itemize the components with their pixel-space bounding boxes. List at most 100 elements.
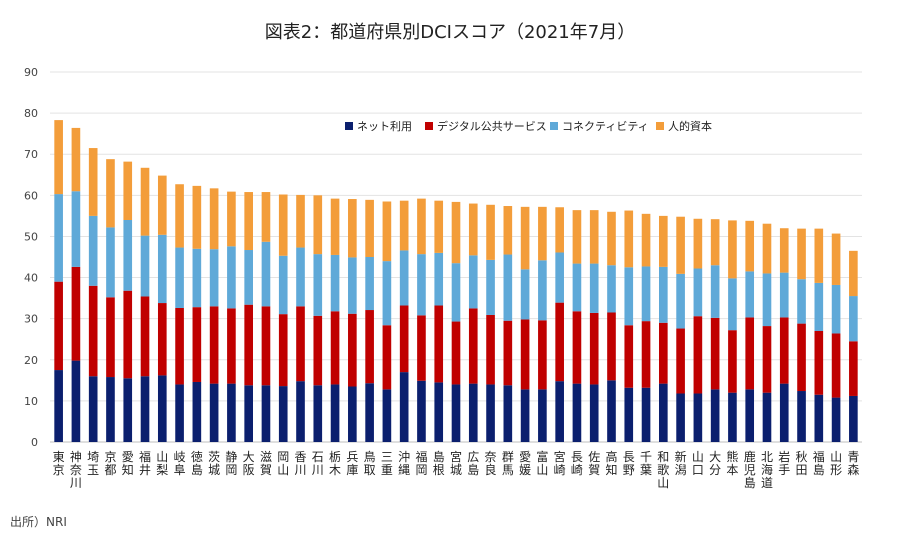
bar-segment [607, 380, 616, 442]
x-tick-label: 庫 [346, 463, 358, 477]
x-tick-label: 佐 [588, 450, 600, 464]
x-tick-label: 媛 [519, 463, 531, 477]
bar-segment [468, 255, 478, 309]
x-tick-label: 大 [709, 450, 721, 464]
bar-segment [192, 381, 202, 442]
x-tick-label: 森 [847, 462, 859, 477]
bar-segment [814, 394, 824, 442]
x-tick-label: 梨 [156, 463, 168, 477]
bar-segment [641, 266, 651, 322]
x-tick-label: 井 [139, 463, 151, 477]
bar-segment [417, 254, 426, 316]
x-tick-label: 宮 [450, 449, 462, 464]
bar-segment [296, 247, 305, 307]
bar-segment [831, 333, 841, 398]
x-tick-label: 潟 [675, 463, 687, 477]
bar-segment [365, 383, 374, 442]
bar-segment [831, 397, 841, 442]
bar-segment [572, 263, 582, 312]
bar-segment [814, 282, 824, 331]
x-tick-label: 島 [433, 449, 445, 464]
bar-segment [728, 330, 737, 393]
x-tick-label: 埼 [87, 450, 99, 464]
bar-segment [244, 304, 253, 386]
bar-segment [71, 266, 81, 361]
x-tick-label: 岩 [778, 449, 790, 464]
bar-segment [157, 375, 167, 442]
bar-segment [348, 386, 357, 442]
bar-segment [261, 241, 271, 307]
bar-segment [779, 272, 789, 318]
x-tick-label: 福 [139, 449, 151, 464]
x-tick-label: 沖 [398, 450, 410, 464]
bar-segment [244, 250, 253, 305]
x-tick-label: 城 [450, 463, 462, 477]
bar-segment [296, 194, 305, 248]
x-tick-label: 川 [295, 463, 307, 477]
bar-segment [555, 381, 564, 442]
bar-segment [797, 228, 806, 280]
legend-swatch [425, 122, 433, 130]
bar-segment [175, 384, 184, 442]
bar-segment [157, 175, 167, 235]
y-tick-label: 90 [24, 66, 38, 79]
bar-segment [106, 297, 115, 378]
bar-segment [278, 314, 288, 387]
x-tick-label: 手 [778, 463, 790, 477]
bar-segment [849, 296, 858, 342]
x-tick-label: 木 [329, 463, 341, 477]
bar-segment [555, 302, 564, 382]
x-tick-label: 三 [381, 450, 393, 464]
x-tick-label: 川 [312, 463, 324, 477]
bar-segment [313, 385, 323, 442]
x-tick-label: 川 [70, 476, 82, 490]
chart-title: 図表2：都道府県別DCIスコア（2021年7月） [264, 22, 636, 43]
bar-segment [399, 200, 409, 251]
bar-segment [278, 194, 288, 256]
bar-segment [849, 341, 858, 396]
bar-segment [434, 200, 444, 253]
x-tick-label: 歌 [657, 462, 669, 477]
bar-segment [745, 317, 755, 390]
bar-segment [175, 307, 184, 385]
bar-segment [676, 328, 685, 394]
bar-segment [762, 223, 772, 274]
y-tick-label: 20 [24, 354, 38, 367]
bar-segment [71, 127, 81, 192]
bar-segment [330, 254, 340, 312]
x-tick-label: 奈 [485, 450, 497, 464]
x-tick-label: 青 [847, 450, 859, 464]
bar-segment [710, 317, 720, 390]
x-tick-label: 山 [277, 463, 289, 477]
bar-segment [330, 311, 340, 385]
x-tick-label: 賀 [260, 463, 272, 477]
x-tick-label: 島 [467, 462, 479, 477]
x-tick-label: 岡 [277, 450, 289, 464]
bar-segment [693, 393, 703, 442]
bar-segment [365, 199, 374, 257]
bar-segment [88, 215, 98, 286]
y-tick-label: 30 [24, 313, 38, 326]
bar-segment [278, 255, 288, 315]
bar-segment [624, 387, 634, 442]
bar-segment [244, 192, 253, 251]
bar-segment [520, 206, 530, 270]
bar-segment [261, 306, 271, 386]
x-tick-label: 分 [709, 463, 721, 477]
bar-segment [659, 215, 668, 267]
legend-swatch [345, 122, 353, 130]
x-tick-label: 岡 [415, 463, 427, 477]
bar-segment [227, 383, 236, 442]
bar-segment [538, 206, 547, 261]
x-tick-label: 島 [191, 462, 203, 477]
legend-swatch [656, 122, 664, 130]
bar-segment [140, 235, 150, 297]
bar-segment [762, 392, 772, 442]
x-tick-label: 岐 [174, 450, 186, 464]
bar-segment [348, 313, 357, 387]
x-tick-label: 静 [225, 450, 237, 464]
bar-segment [641, 213, 651, 267]
bar-segment [503, 320, 513, 386]
bar-segment [54, 370, 63, 442]
bar-segment [589, 384, 599, 442]
